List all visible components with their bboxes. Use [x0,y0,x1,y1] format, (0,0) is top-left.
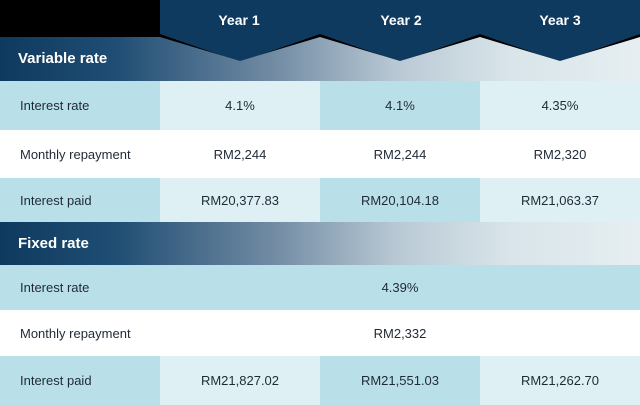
row-label: Interest paid [0,356,160,405]
table-cell: RM20,377.83 [160,178,320,222]
table-row-fixed-interest-rate: Interest rate 4.39% [0,265,640,310]
table-cell: RM21,063.37 [480,178,640,222]
table-row-variable-monthly-repayment: Monthly repayment RM2,244 RM2,244 RM2,32… [0,130,640,178]
section-title-variable-rate: Variable rate [18,50,108,67]
table-row-variable-interest-paid: Interest paid RM20,377.83 RM20,104.18 RM… [0,178,640,222]
table-cell: RM21,551.03 [320,356,480,405]
table-cell: RM21,827.02 [160,356,320,405]
table-cell: 4.1% [320,81,480,130]
year-header-band [160,0,640,62]
column-header-year-3: Year 3 [539,12,581,28]
row-label: Interest paid [0,178,160,222]
table-cell: 4.1% [160,81,320,130]
section-header-fixed-rate: Fixed rate [0,222,640,265]
merged-cell: 4.39% [160,265,640,310]
table-cell: RM20,104.18 [320,178,480,222]
row-label: Monthly repayment [0,130,160,178]
table-cell: RM2,244 [160,130,320,178]
table-cell: RM2,320 [480,130,640,178]
row-label: Interest rate [0,81,160,130]
table-cell: RM2,244 [320,130,480,178]
table-row-fixed-monthly-repayment: Monthly repayment RM2,332 [0,310,640,356]
table-row-fixed-interest-paid: Interest paid RM21,827.02 RM21,551.03 RM… [0,356,640,405]
table-cell: 4.35% [480,81,640,130]
table-row-variable-interest-rate: Interest rate 4.1% 4.1% 4.35% [0,81,640,130]
column-header-year-2: Year 2 [380,12,422,28]
row-label: Monthly repayment [0,310,160,356]
merged-cell: RM2,332 [160,310,640,356]
section-title-fixed-rate: Fixed rate [18,235,89,252]
table-cell: RM21,262.70 [480,356,640,405]
row-label: Interest rate [0,265,160,310]
column-header-year-1: Year 1 [218,12,260,28]
